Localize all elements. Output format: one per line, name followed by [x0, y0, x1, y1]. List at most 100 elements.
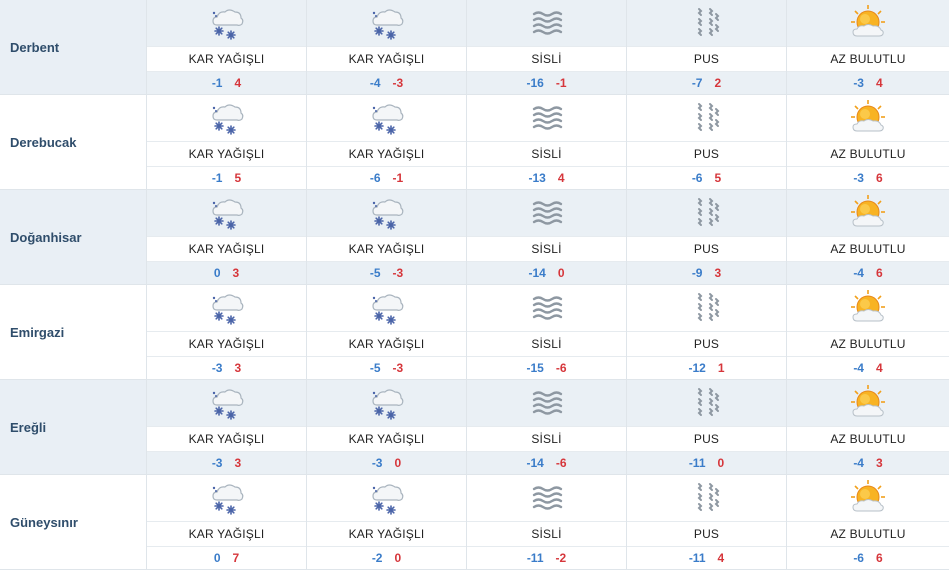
min-temperature: -5: [369, 361, 381, 375]
haze-icon: [627, 475, 786, 521]
max-temperature: 3: [875, 456, 883, 470]
max-temperature: 6: [875, 551, 883, 565]
min-temperature: -4: [853, 361, 864, 375]
min-temperature: -3: [371, 456, 383, 470]
snow-cloud-icon: [147, 475, 306, 521]
condition-label: AZ BULUTLU: [787, 46, 949, 72]
condition-label: KAR YAĞIŞLI: [147, 46, 306, 72]
min-temperature: -6: [853, 551, 864, 565]
temperature-range: -4 4: [787, 357, 949, 379]
condition-label: KAR YAĞIŞLI: [307, 521, 466, 547]
forecast-day-cell: PUS -11 0: [627, 380, 787, 474]
max-temperature: -6: [555, 456, 567, 470]
forecast-day-cell: KAR YAĞIŞLI -3 3: [147, 285, 307, 379]
fog-icon: [467, 380, 626, 426]
max-temperature: -3: [392, 266, 404, 280]
city-name[interactable]: Ereğli: [0, 380, 147, 474]
city-name[interactable]: Emirgazi: [0, 285, 147, 379]
city-name[interactable]: Derebucak: [0, 95, 147, 189]
city-name[interactable]: Güneysınır: [0, 475, 147, 569]
max-temperature: 3: [714, 266, 722, 280]
snow-cloud-icon: [147, 95, 306, 141]
min-temperature: -4: [369, 76, 381, 90]
condition-label: KAR YAĞIŞLI: [307, 331, 466, 357]
min-temperature: -13: [528, 171, 546, 185]
condition-label: SİSLİ: [467, 141, 626, 167]
max-temperature: 0: [394, 456, 402, 470]
max-temperature: 4: [234, 76, 242, 90]
forecast-row: Emirgazi KAR YAĞIŞLI -3 3 KAR YAĞIŞLI -5 -3: [0, 285, 949, 380]
condition-label: KAR YAĞIŞLI: [147, 141, 306, 167]
condition-label: KAR YAĞIŞLI: [147, 521, 306, 547]
condition-label: PUS: [627, 521, 786, 547]
max-temperature: -1: [392, 171, 404, 185]
forecast-day-cell: KAR YAĞIŞLI -3 3: [147, 380, 307, 474]
condition-label: AZ BULUTLU: [787, 236, 949, 262]
temperature-range: -1 4: [147, 72, 306, 94]
temperature-range: -11 0: [627, 452, 786, 474]
min-temperature: -14: [526, 456, 544, 470]
temperature-range: -14 -6: [467, 452, 626, 474]
min-temperature: -11: [688, 456, 706, 470]
forecast-day-cell: AZ BULUTLU -6 6: [787, 475, 949, 569]
forecast-day-cell: SİSLİ -15 -6: [467, 285, 627, 379]
temperature-range: -4 -3: [307, 72, 466, 94]
forecast-day-cell: SİSLİ -14 -6: [467, 380, 627, 474]
condition-label: KAR YAĞIŞLI: [147, 236, 306, 262]
condition-label: KAR YAĞIŞLI: [307, 141, 466, 167]
max-temperature: 2: [714, 76, 722, 90]
condition-label: AZ BULUTLU: [787, 141, 949, 167]
forecast-day-cell: PUS -6 5: [627, 95, 787, 189]
forecast-day-cell: SİSLİ -16 -1: [467, 0, 627, 94]
forecast-row: Doğanhisar KAR YAĞIŞLI 0 3 KAR YAĞIŞLI -5 -3: [0, 190, 949, 285]
condition-label: KAR YAĞIŞLI: [307, 236, 466, 262]
partly-cloudy-sun-icon: [787, 190, 949, 236]
forecast-day-cell: AZ BULUTLU -4 6: [787, 190, 949, 284]
fog-icon: [467, 0, 626, 46]
snow-cloud-icon: [147, 380, 306, 426]
haze-icon: [627, 190, 786, 236]
partly-cloudy-sun-icon: [787, 285, 949, 331]
temperature-range: -5 -3: [307, 262, 466, 284]
max-temperature: 1: [717, 361, 725, 375]
temperature-range: -11 4: [627, 547, 786, 569]
city-name[interactable]: Doğanhisar: [0, 190, 147, 284]
temperature-range: -4 6: [787, 262, 949, 284]
condition-label: SİSLİ: [467, 46, 626, 72]
partly-cloudy-sun-icon: [787, 95, 949, 141]
condition-label: PUS: [627, 141, 786, 167]
forecast-day-cell: KAR YAĞIŞLI 0 3: [147, 190, 307, 284]
fog-icon: [467, 285, 626, 331]
min-temperature: -1: [211, 76, 223, 90]
forecast-day-cell: KAR YAĞIŞLI 0 7: [147, 475, 307, 569]
temperature-range: -2 0: [307, 547, 466, 569]
condition-label: SİSLİ: [467, 331, 626, 357]
min-temperature: 0: [213, 266, 221, 280]
max-temperature: -1: [555, 76, 567, 90]
temperature-range: -3 3: [147, 452, 306, 474]
forecast-day-cell: PUS -12 1: [627, 285, 787, 379]
max-temperature: -2: [555, 551, 567, 565]
snow-cloud-icon: [307, 475, 466, 521]
condition-label: KAR YAĞIŞLI: [147, 426, 306, 452]
temperature-range: -5 -3: [307, 357, 466, 379]
max-temperature: 3: [234, 456, 242, 470]
forecast-day-cell: SİSLİ -14 0: [467, 190, 627, 284]
forecast-day-cell: KAR YAĞIŞLI -6 -1: [307, 95, 467, 189]
min-temperature: -2: [371, 551, 383, 565]
temperature-range: -3 3: [147, 357, 306, 379]
city-name[interactable]: Derbent: [0, 0, 147, 94]
partly-cloudy-sun-icon: [787, 380, 949, 426]
temperature-range: -7 2: [627, 72, 786, 94]
forecast-day-cell: KAR YAĞIŞLI -1 4: [147, 0, 307, 94]
forecast-day-cell: AZ BULUTLU -3 6: [787, 95, 949, 189]
condition-label: PUS: [627, 331, 786, 357]
temperature-range: -3 0: [307, 452, 466, 474]
max-temperature: 6: [875, 171, 883, 185]
temperature-range: -14 0: [467, 262, 626, 284]
max-temperature: 0: [717, 456, 725, 470]
condition-label: KAR YAĞIŞLI: [307, 46, 466, 72]
min-temperature: -6: [369, 171, 381, 185]
forecast-row: Derbent KAR YAĞIŞLI -1 4 KAR YAĞIŞLI -4 -3: [0, 0, 949, 95]
forecast-row: Ereğli KAR YAĞIŞLI -3 3 KAR YAĞIŞLI -3 0: [0, 380, 949, 475]
